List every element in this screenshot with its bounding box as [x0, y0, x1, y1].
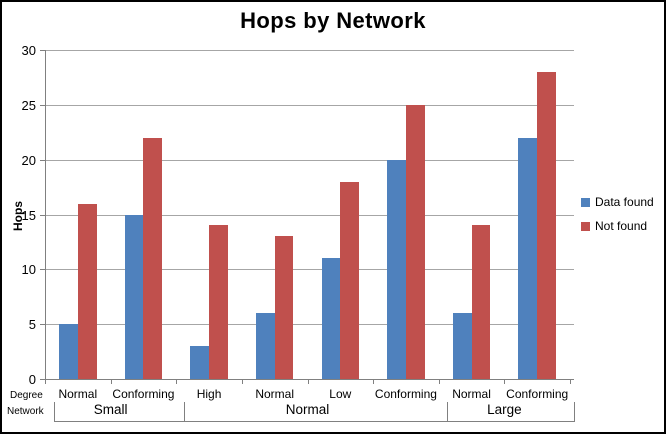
degree-label: High — [196, 387, 222, 401]
bar-not-found — [274, 236, 294, 379]
y-tick-mark — [40, 159, 45, 161]
degree-label: Conforming — [374, 387, 437, 401]
category-tick-mark — [110, 379, 112, 384]
bar-not-found — [77, 203, 97, 379]
bar-data-found — [255, 313, 275, 379]
y-tick-label: 10 — [21, 262, 36, 278]
network-axis-name: Network — [7, 406, 44, 417]
network-label: Normal — [285, 402, 330, 417]
network-separator — [54, 402, 55, 421]
bar-data-found — [59, 324, 78, 379]
y-tick-label: 0 — [28, 372, 36, 387]
category-tick-mark — [504, 379, 506, 384]
legend-label: Data found — [595, 195, 654, 209]
network-separator — [184, 402, 186, 421]
y-tick-label: 30 — [21, 43, 36, 58]
y-tick-label: 20 — [21, 152, 36, 168]
bar-data-found — [387, 159, 406, 379]
bar-data-found — [452, 313, 472, 379]
gridline — [45, 50, 574, 51]
legend-item: Not found — [581, 219, 647, 233]
y-tick-label: 5 — [28, 317, 36, 333]
degree-label: Low — [329, 387, 352, 401]
bar-data-found — [518, 137, 538, 379]
y-tick-mark — [40, 379, 45, 380]
network-label: Small — [93, 402, 128, 417]
bar-not-found — [209, 225, 228, 379]
gridline — [45, 269, 574, 271]
bar-data-found — [321, 258, 341, 379]
y-tick-label: 15 — [21, 207, 36, 223]
y-tick-mark — [40, 104, 45, 106]
gridline — [45, 104, 574, 106]
legend-swatch — [581, 197, 590, 207]
y-axis-line — [45, 50, 46, 380]
degree-label: Conforming — [506, 387, 569, 401]
degree-axis-name: Degree — [10, 390, 43, 401]
network-label: Large — [487, 402, 522, 417]
network-baseline — [54, 421, 575, 422]
y-tick-mark — [40, 214, 45, 216]
gridline — [45, 159, 574, 161]
bar-data-found — [124, 214, 144, 379]
degree-label: Normal — [452, 387, 491, 401]
category-tick-mark — [241, 379, 243, 384]
bar-not-found — [340, 181, 359, 379]
degree-label: Conforming — [112, 387, 175, 401]
category-tick-mark — [570, 379, 571, 384]
network-separator — [574, 402, 575, 421]
category-tick-mark — [45, 379, 46, 384]
y-tick-mark — [40, 324, 45, 326]
legend-label: Not found — [595, 219, 648, 233]
bar-not-found — [537, 71, 556, 379]
y-tick-label: 25 — [21, 97, 36, 113]
degree-label: Normal — [255, 387, 295, 401]
degree-label: Normal — [58, 387, 98, 401]
gridline — [45, 324, 574, 326]
category-tick-mark — [307, 379, 309, 384]
y-tick-mark — [40, 269, 45, 271]
bar-not-found — [471, 225, 491, 379]
category-tick-mark — [176, 379, 178, 384]
category-tick-mark — [438, 379, 440, 384]
network-separator — [446, 402, 448, 421]
bar-not-found — [143, 137, 163, 379]
x-axis-line — [45, 379, 574, 380]
category-tick-mark — [373, 379, 375, 384]
bar-data-found — [190, 346, 210, 379]
legend-swatch — [581, 221, 590, 231]
gridline — [45, 214, 574, 216]
bar-not-found — [405, 104, 425, 379]
y-tick-mark — [40, 50, 45, 51]
legend-item: Data found — [581, 195, 654, 209]
chart-title: Hops by Network — [240, 8, 426, 33]
